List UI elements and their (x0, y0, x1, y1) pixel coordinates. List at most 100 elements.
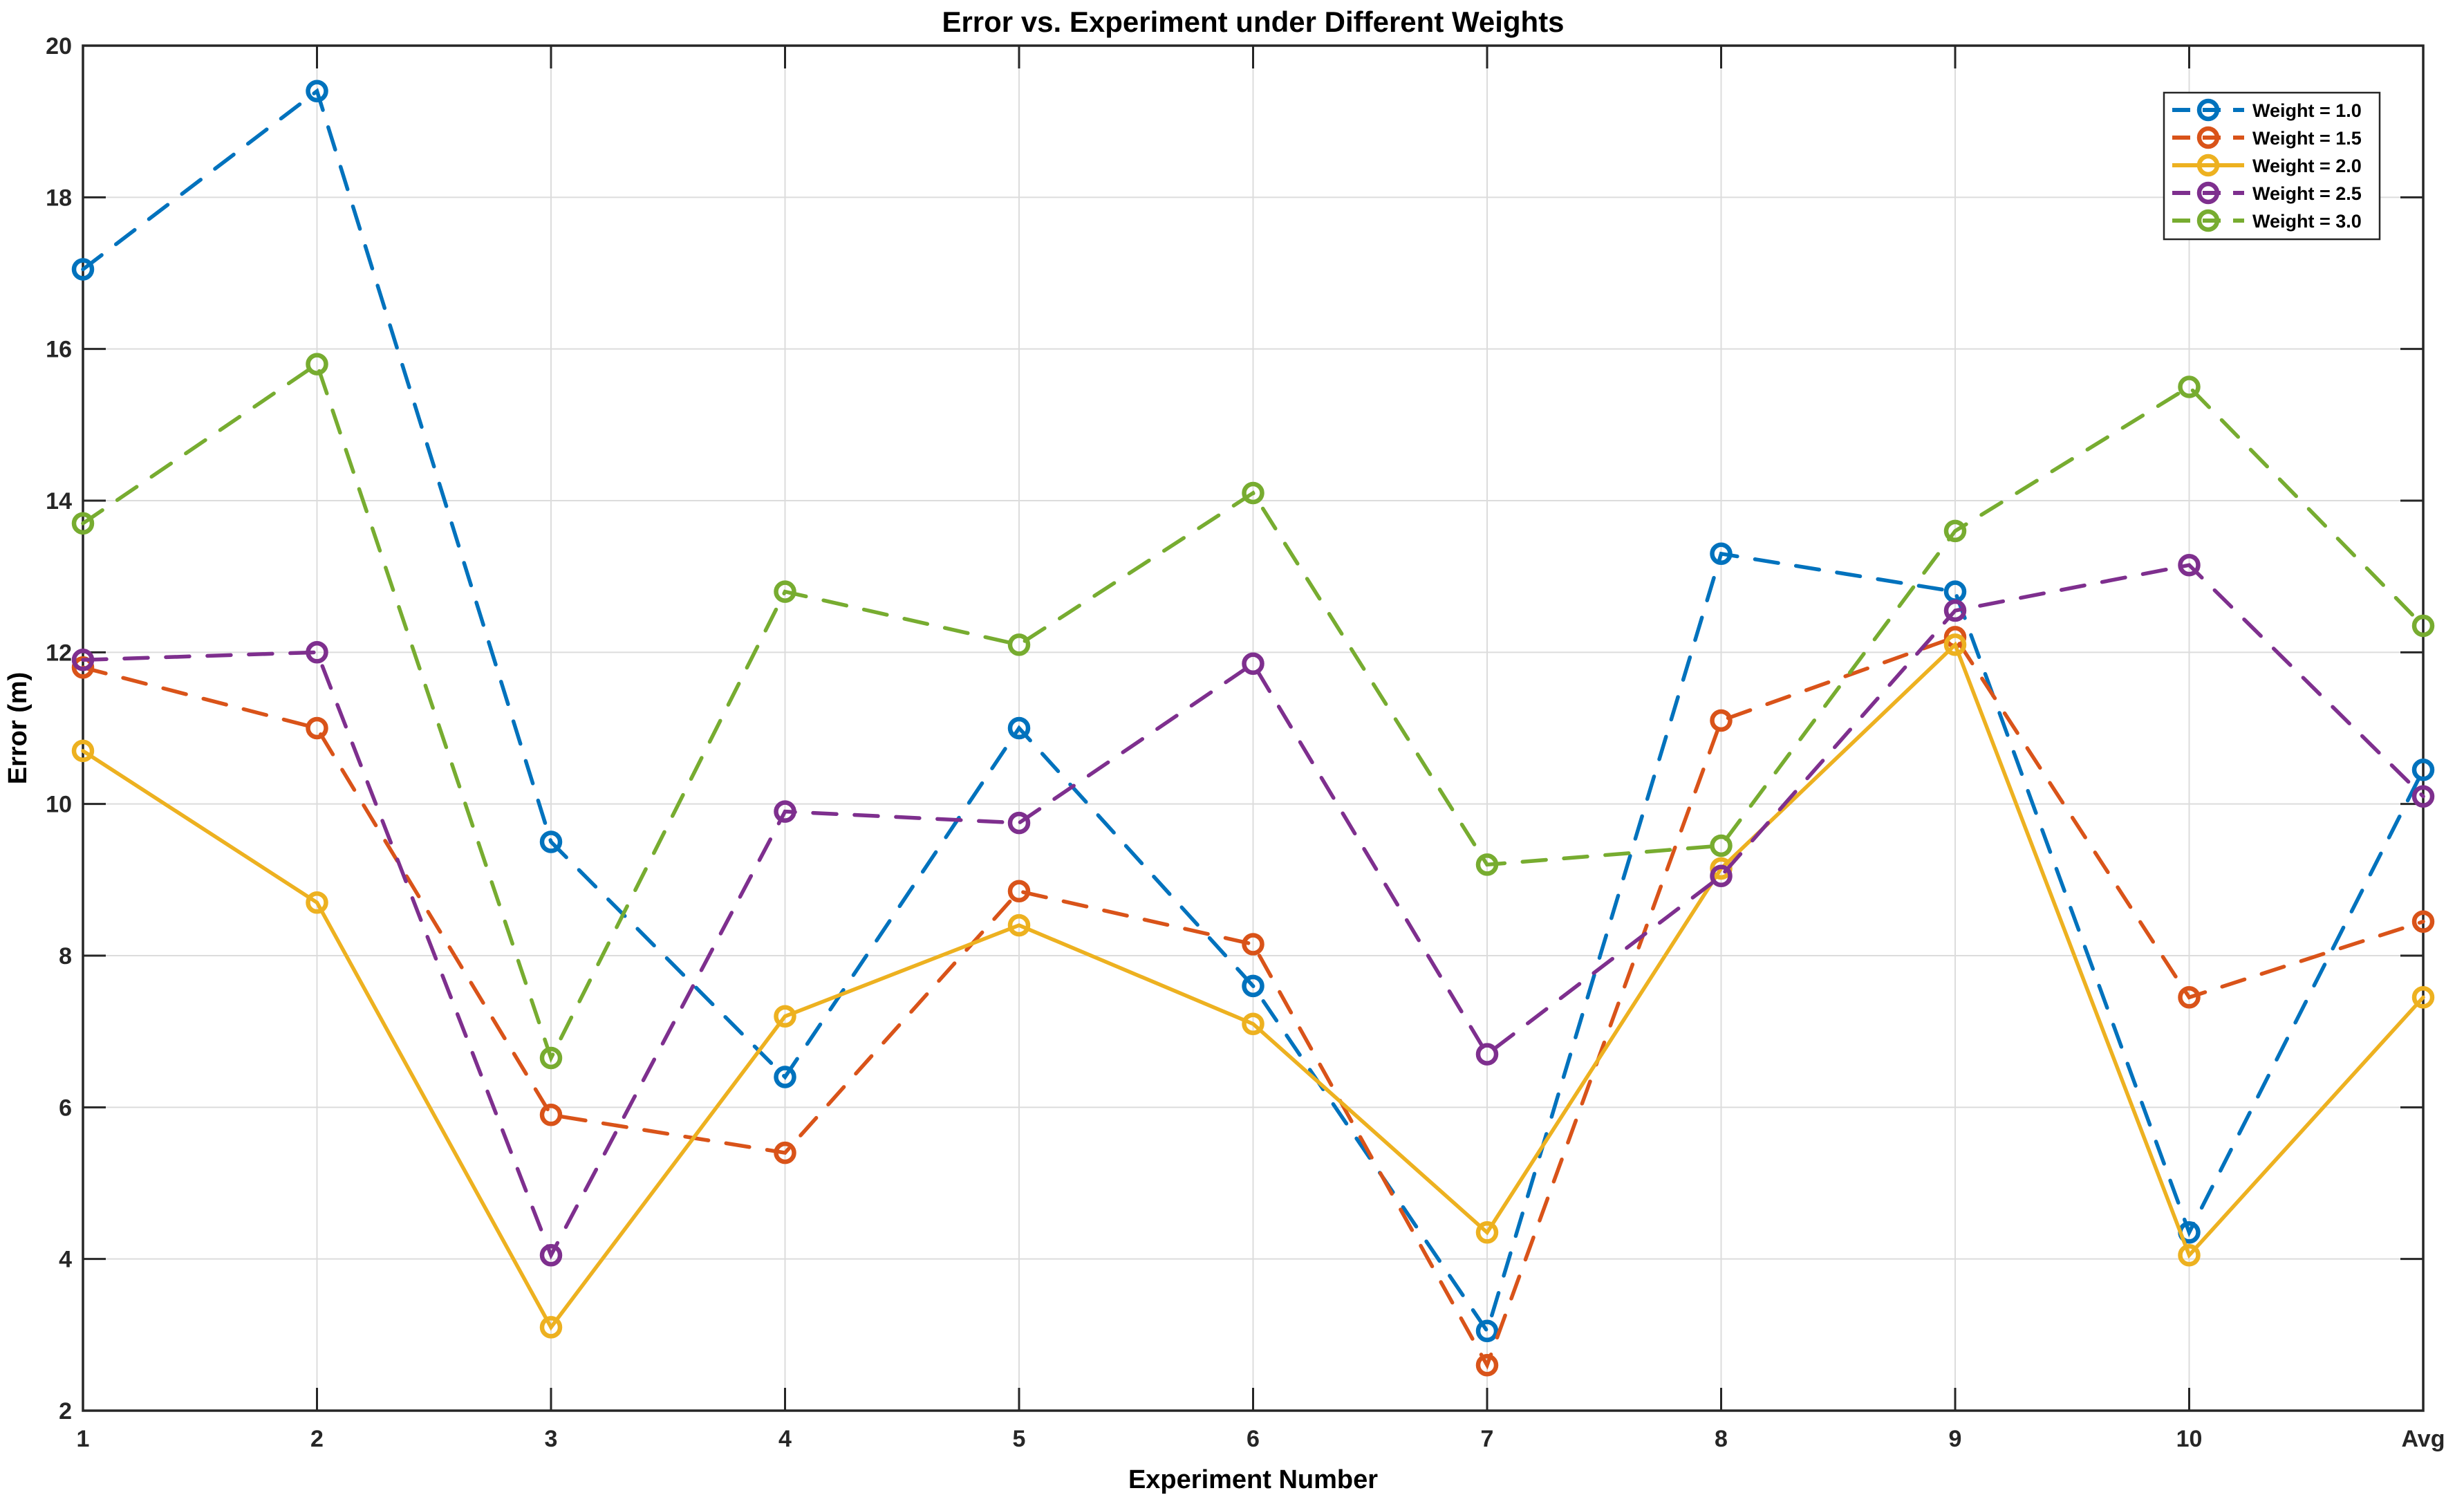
data-point-marker (2178, 986, 2201, 1009)
data-point-marker (1242, 974, 1264, 998)
data-point-marker (1710, 834, 1733, 857)
data-point-marker (1007, 913, 1031, 937)
x-tick-label: 10 (2176, 1426, 2203, 1452)
data-point-marker (1007, 716, 1031, 740)
x-tick-label: 6 (1247, 1426, 1260, 1452)
series-line (81, 361, 2425, 1064)
data-point-marker (1710, 864, 1733, 888)
y-tick-label: 20 (46, 33, 72, 59)
data-point-marker (2178, 375, 2201, 398)
data-point-marker (1242, 481, 1264, 505)
data-point-marker (774, 580, 796, 603)
y-tick-label: 8 (59, 943, 72, 969)
data-point-marker (2411, 759, 2435, 781)
data-point-marker (71, 258, 95, 281)
x-tick-label: 9 (1949, 1426, 1962, 1452)
data-point-marker (1475, 1353, 1499, 1377)
legend-label: Weight = 1.0 (2252, 100, 2362, 121)
x-axis-label: Experiment Number (1128, 1465, 1378, 1494)
data-point-marker (2178, 553, 2201, 577)
data-point-marker (539, 830, 563, 853)
legend-label: Weight = 3.0 (2252, 211, 2362, 232)
data-point-marker (71, 739, 95, 763)
data-point-marker (2411, 910, 2435, 933)
legend-label: Weight = 2.5 (2252, 183, 2362, 204)
series-line (81, 563, 2425, 1260)
x-tick-label: 2 (310, 1426, 324, 1452)
legend-entry: Weight = 1.0 (2172, 98, 2362, 122)
legend-marker-sample (2196, 181, 2220, 205)
data-point-marker (1007, 633, 1031, 656)
data-point-marker (774, 1066, 796, 1088)
data-point-marker (774, 1005, 796, 1028)
data-point-marker (774, 1141, 796, 1164)
data-point-marker (1943, 519, 1967, 543)
y-tick-label: 16 (46, 337, 72, 363)
legend-entry: Weight = 2.0 (2172, 154, 2362, 177)
y-tick-label: 4 (59, 1247, 72, 1273)
data-point-marker (306, 891, 328, 914)
x-tick-label: 7 (1481, 1426, 1494, 1452)
series-weight-1.0 (71, 80, 2435, 1343)
y-tick-label: 6 (59, 1095, 72, 1121)
y-tick-label: 10 (46, 792, 72, 818)
data-point-marker (306, 641, 328, 664)
data-point-marker (71, 649, 95, 671)
legend-entry: Weight = 2.5 (2172, 181, 2362, 205)
series-line (81, 88, 2425, 1336)
legend: Weight = 1.0 Weight = 1.5 Weight = 2.0 Weig… (2163, 91, 2381, 241)
data-point-marker (1475, 1319, 1499, 1343)
series-weight-2.5 (71, 553, 2435, 1267)
legend-label: Weight = 1.5 (2252, 128, 2362, 149)
x-tick-label: 5 (1013, 1426, 1026, 1452)
data-point-marker (2411, 614, 2435, 638)
data-point-marker (2411, 986, 2435, 1009)
data-point-marker (1943, 599, 1967, 622)
x-tick-label: 3 (545, 1426, 558, 1452)
data-point-marker (71, 512, 95, 535)
y-axis-label: Error (m) (3, 672, 32, 785)
data-point-marker (306, 80, 328, 103)
data-point-marker (1007, 880, 1031, 903)
series-weight-3.0 (71, 353, 2435, 1070)
series-line (81, 641, 2425, 1331)
data-point-marker (306, 716, 328, 740)
legend-marker-sample (2196, 209, 2220, 232)
data-point-marker (1007, 811, 1031, 835)
data-point-marker (774, 800, 796, 823)
series-weight-2.0 (71, 633, 2435, 1339)
data-point-marker (1943, 633, 1967, 656)
y-tick-label: 14 (46, 488, 72, 514)
data-point-marker (1710, 542, 1733, 566)
data-point-marker (2178, 1243, 2201, 1267)
series-line (81, 635, 2425, 1370)
data-point-marker (1710, 709, 1733, 732)
data-point-marker (539, 1316, 563, 1339)
data-point-marker (1475, 1221, 1499, 1244)
data-point-marker (539, 1104, 563, 1126)
data-point-marker (539, 1243, 563, 1267)
legend-marker-sample (2196, 154, 2220, 177)
data-point-marker (1475, 853, 1499, 876)
chart-title: Error vs. Experiment under Different Wei… (942, 6, 1564, 38)
data-point-marker (1242, 652, 1264, 676)
gridlines (83, 46, 2423, 1411)
data-point-marker (539, 1046, 563, 1070)
y-tick-label: 12 (46, 640, 72, 666)
data-point-marker (306, 353, 328, 375)
axis-box (82, 44, 2425, 1412)
data-point-marker (1242, 933, 1264, 956)
legend-entry: Weight = 3.0 (2172, 209, 2362, 232)
x-tick-label: 4 (778, 1426, 792, 1452)
legend-entry: Weight = 1.5 (2172, 126, 2362, 149)
x-tick-label: 1 (77, 1426, 90, 1452)
legend-marker-sample (2196, 98, 2220, 122)
y-tick-label: 18 (46, 185, 72, 211)
x-tick-label: Avg (2402, 1426, 2445, 1452)
legend-label: Weight = 2.0 (2252, 156, 2362, 176)
data-point-marker (1475, 1043, 1499, 1066)
y-tick-label: 2 (59, 1398, 72, 1424)
